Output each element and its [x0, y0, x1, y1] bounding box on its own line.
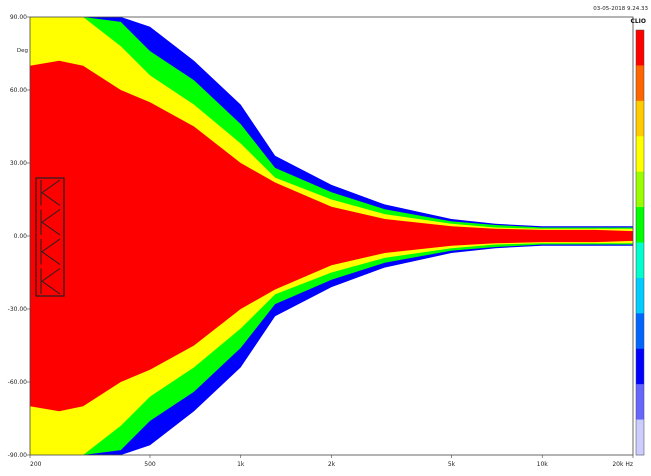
- y-tick-label: 0.00: [14, 233, 28, 240]
- x-tick-label: 20k Hz: [612, 461, 633, 468]
- y-tick-label: 90.00: [10, 14, 27, 21]
- x-tick-label: 10k: [537, 461, 549, 468]
- speaker-element: [41, 209, 61, 236]
- y-axis-label: Deg: [17, 48, 28, 54]
- color-scale-bar: [635, 29, 645, 456]
- colorbar-swatch: [636, 30, 644, 66]
- colorbar-swatch: [636, 277, 644, 314]
- x-tick-label: 5k: [448, 461, 456, 468]
- timestamp: 03-05-2018 9.24.33: [593, 6, 648, 12]
- x-tick-label: 1k: [237, 461, 245, 468]
- y-tick-label: 60.00: [10, 87, 27, 94]
- y-axis: 90.00 60.00 30.00 0.00 -30.00 -60.00 -90.00: [8, 14, 30, 459]
- colorbar-swatch: [636, 384, 644, 421]
- colorbar-swatch: [636, 313, 644, 350]
- y-tick-label: -90.00: [8, 452, 28, 459]
- colorbar-swatch: [636, 136, 644, 173]
- y-tick-label: -30.00: [8, 306, 28, 313]
- y-tick-label: -60.00: [8, 379, 28, 386]
- colorbar-swatch: [636, 100, 644, 137]
- colorbar-swatch: [636, 242, 644, 279]
- y-tick-label: 30.00: [10, 160, 27, 167]
- contour-layer: [30, 17, 633, 455]
- speaker-element: [41, 179, 61, 206]
- colorbar-swatch: [636, 65, 644, 102]
- speaker-box: [35, 177, 65, 297]
- brand-label: CLIO: [630, 18, 646, 25]
- speaker-element: [41, 238, 61, 265]
- colorbar-swatch: [636, 419, 644, 456]
- contour-band-red: [30, 60, 633, 412]
- x-tick-label: 200: [30, 461, 42, 468]
- speaker-array-icon: [35, 177, 65, 297]
- x-tick-label: 500: [144, 461, 156, 468]
- x-axis: 200 500 1k 2k 5k 10k 20k Hz: [29, 455, 634, 468]
- speaker-element: [41, 268, 61, 295]
- colorbar-swatch: [636, 207, 644, 243]
- colorbar-swatch: [636, 171, 644, 208]
- x-tick-label: 2k: [328, 461, 336, 468]
- colorbar-border: [635, 29, 645, 456]
- colorbar-swatch: [636, 348, 644, 385]
